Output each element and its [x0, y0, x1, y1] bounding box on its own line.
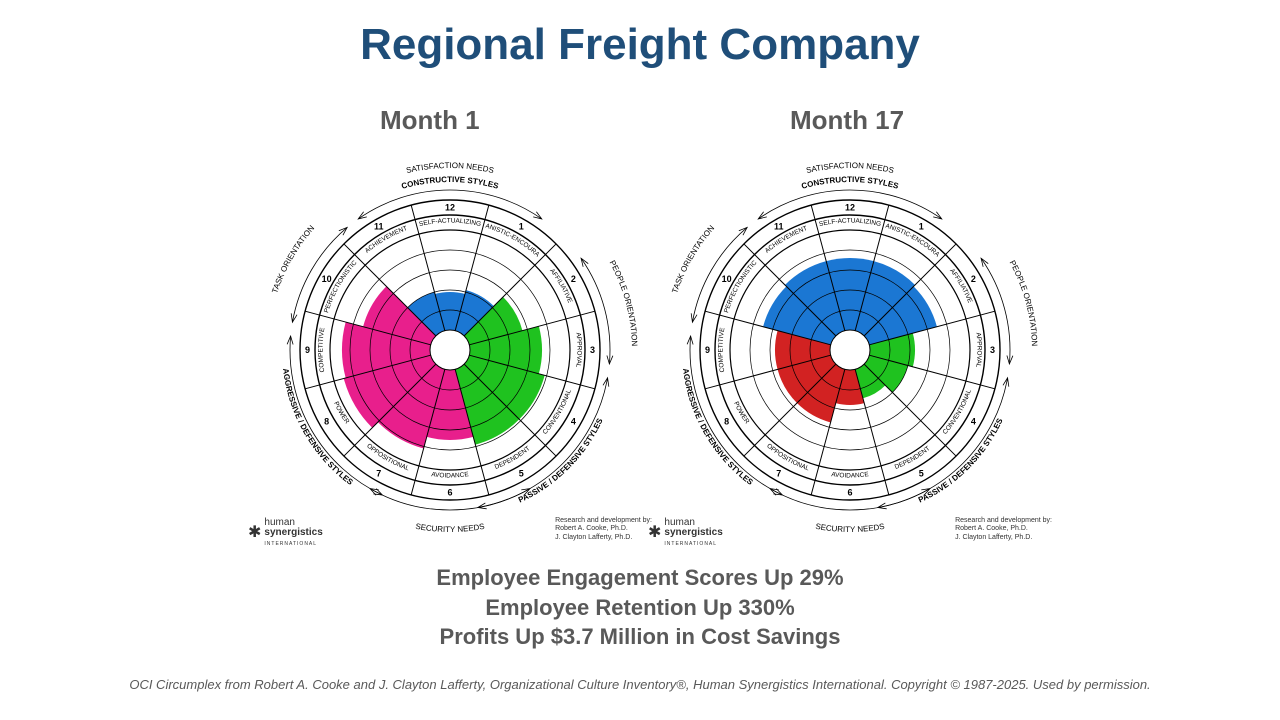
svg-text:OPPOSITIONAL: OPPOSITIONAL	[765, 443, 810, 473]
svg-text:TASK ORIENTATION: TASK ORIENTATION	[670, 223, 716, 294]
circumplex-month17: 121234567891011SELF-ACTUALIZINGHUMANISTI…	[640, 140, 1060, 560]
svg-text:3: 3	[990, 345, 995, 355]
svg-text:12: 12	[445, 203, 455, 213]
chart-label-month1: Month 1	[380, 105, 480, 136]
svg-text:9: 9	[705, 345, 710, 355]
slide-title: Regional Freight Company	[0, 20, 1280, 70]
svg-text:9: 9	[305, 345, 310, 355]
svg-text:2: 2	[571, 274, 576, 284]
svg-text:CONSTRUCTIVE STYLES: CONSTRUCTIVE STYLES	[800, 175, 900, 191]
svg-text:OPPOSITIONAL: OPPOSITIONAL	[365, 443, 410, 473]
chart-label-month17: Month 17	[790, 105, 904, 136]
svg-text:SATISFACTION NEEDS: SATISFACTION NEEDS	[805, 161, 894, 175]
result-line-3: Profits Up $3.7 Million in Cost Savings	[0, 622, 1280, 652]
chart-credits: Research and development by: Robert A. C…	[955, 517, 1052, 542]
svg-text:CONVENTIONAL: CONVENTIONAL	[942, 388, 973, 436]
svg-text:HUMANISTIC-ENCOURAGING: HUMANISTIC-ENCOURAGING	[640, 140, 941, 259]
svg-text:8: 8	[324, 416, 329, 426]
svg-text:1: 1	[919, 222, 924, 232]
logo-mark-icon: ✱	[248, 525, 261, 541]
svg-text:COMPETITIVE: COMPETITIVE	[317, 327, 326, 373]
svg-text:CONVENTIONAL: CONVENTIONAL	[542, 388, 573, 436]
logo-tag: INTERNATIONAL	[664, 541, 717, 547]
svg-text:7: 7	[376, 468, 381, 478]
svg-text:AVOIDANCE: AVOIDANCE	[831, 471, 870, 479]
svg-text:10: 10	[322, 274, 332, 284]
logo-sub: synergistics	[664, 527, 722, 538]
svg-text:SELF-ACTUALIZING: SELF-ACTUALIZING	[818, 217, 881, 228]
svg-text:APPROVAL: APPROVAL	[574, 332, 582, 368]
svg-text:8: 8	[724, 416, 729, 426]
svg-text:SECURITY NEEDS: SECURITY NEEDS	[815, 522, 886, 534]
svg-text:PERFECTIONISTIC: PERFECTIONISTIC	[323, 259, 359, 314]
svg-text:3: 3	[590, 345, 595, 355]
logo-mark-icon: ✱	[648, 525, 661, 541]
result-line-2: Employee Retention Up 330%	[0, 593, 1280, 623]
svg-text:PERFECTIONISTIC: PERFECTIONISTIC	[723, 259, 759, 314]
footer-attribution: OCI Circumplex from Robert A. Cooke and …	[0, 677, 1280, 692]
svg-text:HUMANISTIC-ENCOURAGING: HUMANISTIC-ENCOURAGING	[240, 140, 541, 259]
svg-text:SATISFACTION NEEDS: SATISFACTION NEEDS	[405, 161, 494, 175]
svg-text:PEOPLE ORIENTATION: PEOPLE ORIENTATION	[608, 259, 639, 347]
svg-text:10: 10	[722, 274, 732, 284]
svg-text:6: 6	[447, 488, 452, 498]
svg-text:5: 5	[919, 468, 924, 478]
svg-text:PEOPLE ORIENTATION: PEOPLE ORIENTATION	[1008, 259, 1039, 347]
svg-text:CONSTRUCTIVE STYLES: CONSTRUCTIVE STYLES	[400, 175, 500, 191]
svg-text:4: 4	[971, 416, 976, 426]
svg-text:APPROVAL: APPROVAL	[974, 332, 982, 368]
slide: Regional Freight Company Month 1 Month 1…	[0, 0, 1280, 720]
svg-text:COMPETITIVE: COMPETITIVE	[717, 327, 726, 373]
svg-text:4: 4	[571, 416, 576, 426]
result-line-1: Employee Engagement Scores Up 29%	[0, 563, 1280, 593]
logo-tag: INTERNATIONAL	[264, 541, 317, 547]
svg-text:5: 5	[519, 468, 524, 478]
svg-text:6: 6	[847, 488, 852, 498]
hs-logo: ✱ human synergistics INTERNATIONAL	[648, 518, 723, 548]
svg-text:SELF-ACTUALIZING: SELF-ACTUALIZING	[418, 217, 481, 228]
hs-logo: ✱ human synergistics INTERNATIONAL	[248, 518, 323, 548]
svg-text:DEPENDENT: DEPENDENT	[894, 445, 932, 471]
svg-text:DEPENDENT: DEPENDENT	[494, 445, 532, 471]
svg-text:AVOIDANCE: AVOIDANCE	[431, 471, 470, 479]
svg-text:TASK ORIENTATION: TASK ORIENTATION	[270, 223, 316, 294]
svg-text:11: 11	[374, 222, 384, 232]
logo-sub: synergistics	[264, 527, 322, 538]
results-block: Employee Engagement Scores Up 29% Employ…	[0, 563, 1280, 652]
svg-text:12: 12	[845, 203, 855, 213]
svg-text:11: 11	[774, 222, 784, 232]
svg-text:7: 7	[776, 468, 781, 478]
svg-text:SECURITY NEEDS: SECURITY NEEDS	[415, 522, 486, 534]
svg-text:2: 2	[971, 274, 976, 284]
svg-text:1: 1	[519, 222, 524, 232]
circumplex-month1: 121234567891011SELF-ACTUALIZINGHUMANISTI…	[240, 140, 660, 560]
chart-credits: Research and development by: Robert A. C…	[555, 517, 652, 542]
